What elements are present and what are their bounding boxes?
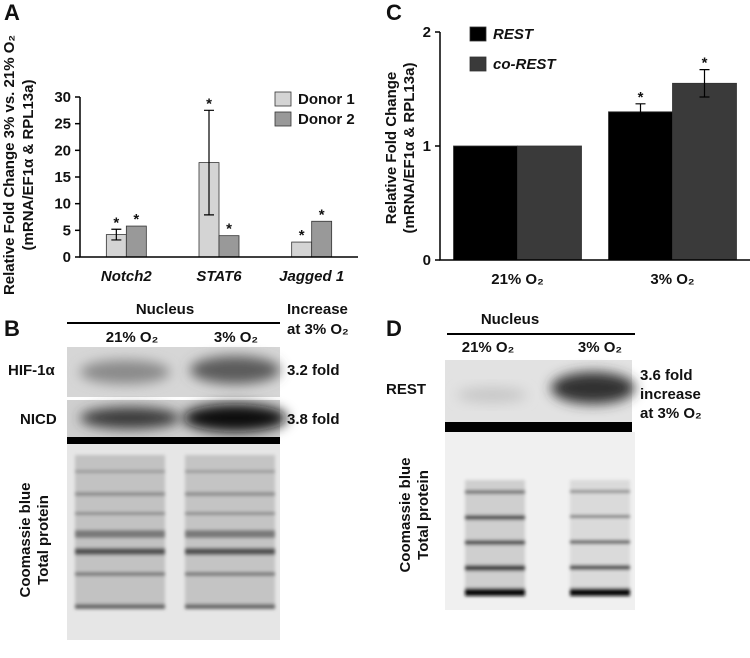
- blot-band: [551, 372, 635, 404]
- fold-label: 3.2 fold: [287, 362, 340, 379]
- bar: [672, 82, 737, 261]
- x-tick-label: STAT6: [196, 268, 242, 285]
- blot-band: [183, 404, 287, 432]
- legend-swatch: [469, 26, 487, 42]
- x-tick-label: 3% O₂: [650, 271, 694, 288]
- separator: [445, 422, 632, 432]
- blot-band: [80, 360, 170, 384]
- lane-label: 3% O₂: [578, 339, 622, 356]
- x-tick-label: Jagged 1: [279, 268, 344, 285]
- bar: [218, 235, 240, 258]
- y-axis-label: (mRNA/EF1α & RPL13a): [401, 63, 418, 234]
- legend-swatch: [469, 56, 487, 72]
- y-tick-label: 2: [423, 24, 431, 41]
- significance-mark: *: [319, 206, 325, 223]
- blot-d: Nucleus 21% O₂ 3% O₂ REST 3.6 fold incre…: [386, 311, 702, 610]
- y-tick-label: 0: [63, 249, 71, 266]
- error-bar: [111, 228, 122, 241]
- legend-swatch: [274, 111, 292, 127]
- row-label: NICD: [20, 411, 57, 428]
- significance-mark: *: [702, 55, 708, 72]
- y-tick-label: 25: [54, 116, 71, 133]
- legend-swatch: [274, 91, 292, 107]
- significance-mark: *: [299, 227, 305, 244]
- significance-mark: *: [226, 221, 232, 238]
- y-tick-label: 10: [54, 196, 71, 213]
- panel-letter: B: [4, 316, 20, 341]
- x-tick-label: Notch2: [101, 268, 152, 285]
- y-tick-label: 15: [54, 169, 71, 186]
- legend-label: Donor 1: [298, 91, 355, 108]
- blot-header: Nucleus: [481, 311, 539, 328]
- bar: [608, 111, 673, 261]
- legend-label: Donor 2: [298, 111, 355, 128]
- lane-label: 3% O₂: [214, 329, 258, 346]
- y-axis-label: Relative Fold Change: [383, 72, 400, 225]
- fold-label: increase: [640, 386, 701, 403]
- bar: [291, 241, 313, 258]
- panel-letter: A: [4, 0, 20, 25]
- gel-bands: [465, 480, 630, 596]
- error-bar: [204, 109, 214, 216]
- row-label: REST: [386, 381, 426, 398]
- gel-bands: [75, 455, 275, 609]
- significance-mark: *: [206, 95, 212, 112]
- y-tick-label: 20: [54, 142, 71, 159]
- significance-mark: *: [638, 89, 644, 106]
- axis-line: [79, 97, 358, 258]
- blot-band: [457, 387, 527, 403]
- y-tick-label: 1: [423, 138, 431, 155]
- bar: [453, 145, 518, 261]
- blot-band: [80, 407, 180, 429]
- lane-label: 21% O₂: [462, 339, 515, 356]
- error-bar: [635, 103, 646, 121]
- blot-b: Nucleus 21% O₂ 3% O₂ Increase at 3% O₂ H…: [8, 301, 349, 640]
- significance-mark: *: [113, 214, 119, 231]
- increase-header: at 3% O₂: [287, 321, 349, 338]
- fold-label: at 3% O₂: [640, 405, 702, 422]
- increase-header: Increase: [287, 301, 348, 318]
- loading-label: Coomassie blue: [397, 457, 414, 572]
- panel-letter: D: [386, 316, 402, 341]
- y-tick-label: 30: [54, 89, 71, 106]
- loading-label: Total protein: [35, 495, 52, 585]
- y-axis-label: Relative Fold Change 3% vs. 21% O₂: [1, 35, 18, 295]
- fold-label: 3.8 fold: [287, 411, 340, 428]
- loading-label: Total protein: [415, 470, 432, 560]
- y-tick-label: 5: [63, 222, 71, 239]
- legend-label: co-REST: [493, 56, 557, 73]
- x-tick-label: 21% O₂: [491, 271, 544, 288]
- blot-header: Nucleus: [136, 301, 194, 318]
- fold-label: 3.6 fold: [640, 367, 693, 384]
- legend-label: REST: [493, 26, 535, 43]
- blot-band: [190, 356, 280, 384]
- separator: [67, 437, 280, 444]
- loading-label: Coomassie blue: [17, 482, 34, 597]
- bar: [311, 220, 333, 258]
- bar: [125, 225, 147, 258]
- axis-line: [439, 32, 750, 261]
- lane-label: 21% O₂: [106, 329, 159, 346]
- row-label: HIF-1α: [8, 362, 56, 379]
- panel-letter: C: [386, 0, 402, 25]
- bar: [517, 145, 582, 261]
- y-axis-label: (mRNA/EF1α & RPL13a): [20, 80, 37, 251]
- significance-mark: *: [133, 211, 139, 228]
- error-bar: [699, 69, 710, 98]
- y-tick-label: 0: [423, 252, 431, 269]
